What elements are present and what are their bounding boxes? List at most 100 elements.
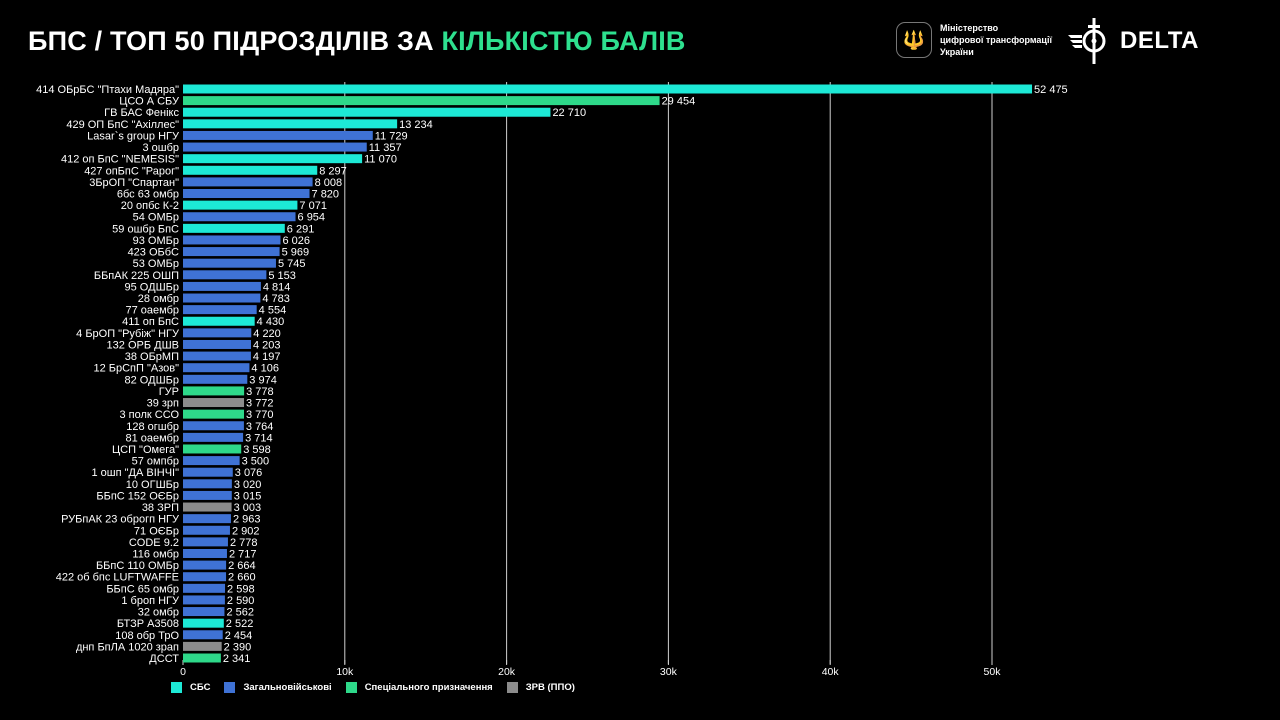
bar [183, 374, 248, 384]
bar [183, 84, 1033, 94]
bar-value-label: 3 598 [243, 444, 271, 456]
x-tick-label: 40k [822, 666, 840, 678]
bar-category-label: 429 ОП БпС "Ахіллес" [66, 119, 179, 131]
bar-value-label: 4 203 [253, 339, 281, 351]
bar-category-label: 427 опБпС "Рарог" [84, 165, 179, 177]
bar [183, 119, 398, 129]
bar-category-label: ДССТ [149, 653, 179, 665]
bar-value-label: 4 814 [263, 281, 291, 293]
bar [183, 189, 310, 199]
bar [183, 421, 244, 431]
bar [183, 479, 232, 489]
bar-value-label: 4 106 [251, 363, 279, 375]
bar-value-label: 3 714 [245, 432, 273, 444]
bar-value-label: 5 745 [278, 258, 306, 270]
bar-value-label: 2 660 [228, 572, 256, 584]
bar [183, 490, 232, 500]
legend-swatch [506, 682, 518, 693]
bar-category-label: CODE 9.2 [129, 537, 179, 549]
bar-category-label: 39 зрп [147, 398, 179, 410]
bar [183, 618, 224, 628]
bar-value-label: 5 969 [282, 247, 310, 259]
bar-category-label: 411 оп БпС [122, 316, 179, 328]
bar-category-label: 6бс 63 омбр [117, 189, 179, 201]
bar-value-label: 4 220 [253, 328, 281, 340]
bar-category-label: 95 ОДШБр [125, 281, 179, 293]
crosshair-sword-icon [1068, 18, 1106, 64]
legend-label: СБС [190, 682, 211, 693]
bar-value-label: 3 778 [246, 386, 274, 398]
legend-swatch [345, 682, 357, 693]
bar [183, 525, 230, 535]
bar-category-label: ББпС 110 ОМБр [96, 560, 179, 572]
bar-category-label: 32 омбр [138, 607, 179, 619]
bar [183, 130, 373, 140]
bar-value-label: 2 717 [229, 548, 257, 560]
bar-category-label: 412 оп БпС "NEMESIS" [61, 154, 179, 166]
delta-logo: DELTA [1066, 16, 1199, 66]
x-tick-label: 20k [498, 666, 516, 678]
bar [183, 630, 223, 640]
bar-category-label: Lasar`s group НГУ [87, 130, 180, 142]
bar-value-label: 7 820 [312, 189, 340, 201]
legend-swatch [224, 682, 236, 693]
bar-value-label: 3 772 [246, 398, 274, 410]
bar [183, 235, 281, 245]
bar-category-label: 57 омпбр [132, 456, 179, 468]
bar [183, 583, 226, 593]
bar [183, 223, 285, 233]
bar-value-label: 2 598 [227, 583, 255, 595]
bar-value-label: 11 729 [375, 130, 408, 142]
bar [183, 398, 245, 408]
bar-value-label: 22 710 [552, 107, 586, 119]
bar [183, 177, 313, 187]
legend-item: Загальновійськові [224, 682, 332, 693]
bar-category-label: 3БрОП "Спартан" [89, 177, 179, 189]
bar-category-label: ББпС 65 омбр [106, 583, 179, 595]
bar [183, 572, 227, 582]
bar [183, 386, 245, 396]
bar-value-label: 6 026 [283, 235, 311, 247]
bar-category-label: 3 полк ССО [120, 409, 180, 421]
bar [183, 607, 225, 617]
bar-value-label: 2 454 [225, 630, 253, 642]
legend-item: ЗРВ (ППО) [506, 682, 575, 693]
bar-value-label: 3 020 [234, 479, 262, 491]
bar [183, 409, 244, 419]
bar-category-label: 1 ошп "ДА ВІНЧІ" [91, 467, 179, 479]
bar-value-label: 2 341 [223, 653, 251, 665]
bar [183, 154, 363, 164]
bar-value-label: 11 357 [369, 142, 402, 154]
bar-value-label: 7 071 [299, 200, 327, 212]
bar-value-label: 52 475 [1034, 84, 1068, 96]
bar-value-label: 4 783 [262, 293, 290, 305]
bar-value-label: 3 076 [235, 467, 263, 479]
bar-value-label: 2 902 [232, 525, 260, 537]
bar-category-label: ГВ БАС Фенікс [104, 107, 179, 119]
bar-value-label: 5 153 [268, 270, 296, 282]
bar [183, 165, 318, 175]
bar-category-label: 81 оаембр [125, 432, 179, 444]
bar-value-label: 3 974 [249, 374, 277, 386]
bar-value-label: 29 454 [662, 96, 696, 108]
bar-category-label: 53 ОМБр [133, 258, 179, 270]
bar [183, 212, 296, 222]
page-title: БПС / ТОП 50 ПІДРОЗДІЛІВ ЗА КІЛЬКІСТЮ БА… [28, 26, 686, 57]
bar-category-label: 1 броп НГУ [121, 595, 180, 607]
bar [183, 270, 267, 280]
legend-label: Загальновійськові [243, 682, 332, 693]
legend-swatch [171, 682, 182, 693]
bar [183, 548, 227, 558]
legend-label: ЗРВ (ППО) [525, 682, 575, 693]
bar-category-label: ЦСО А СБУ [119, 96, 180, 108]
bar [183, 560, 227, 570]
bar-category-label: днп БпЛА 1020 зрап [76, 641, 179, 653]
bar [183, 641, 222, 651]
title-main: БПС / ТОП 50 ПІДРОЗДІЛІВ ЗА [28, 26, 442, 56]
bar-value-label: 2 522 [226, 618, 254, 630]
bar-category-label: 77 оаембр [125, 305, 179, 317]
legend: СБС Загальновійськові Спеціального признач… [171, 682, 589, 693]
bar-value-label: 2 664 [228, 560, 256, 572]
bar-category-label: 132 ОРБ ДШВ [107, 339, 179, 351]
